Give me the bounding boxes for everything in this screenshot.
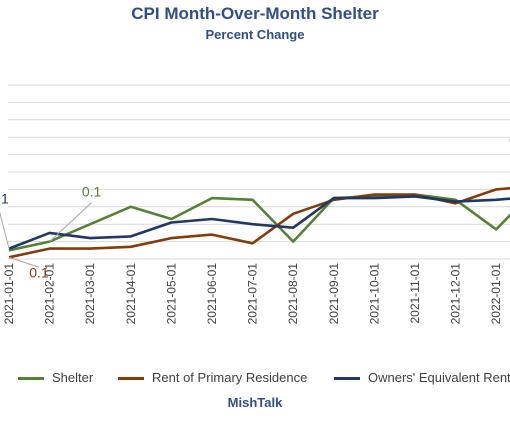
legend-swatch-shelter <box>18 377 44 381</box>
x-tick-label: 2021-11-01 <box>408 263 422 324</box>
legend-swatch-rent <box>118 377 144 381</box>
x-tick-label: 2021-12-01 <box>449 263 463 325</box>
label-leader <box>8 256 40 268</box>
legend-label-rent: Rent of Primary Residence <box>152 370 308 385</box>
legend-item-shelter: Shelter <box>18 370 93 385</box>
x-tick-label: 2021-05-01 <box>164 263 178 325</box>
data-label: 0.1 <box>82 184 102 200</box>
legend-item-oer: Owners' Equivalent Rent <box>334 370 510 385</box>
legend-label-shelter: Shelter <box>52 370 94 385</box>
x-tick-label: 2021-01-01 <box>2 263 16 325</box>
x-tick-label: 2021-08-01 <box>286 263 300 325</box>
label-leader <box>0 211 10 249</box>
x-tick-label: 2021-03-01 <box>83 263 97 325</box>
x-tick-label: 2021-09-01 <box>327 263 341 325</box>
x-tick-label: 2022-01-01 <box>489 263 503 325</box>
legend-swatch-oer <box>334 377 360 381</box>
x-tick-label: 2021-04-01 <box>124 263 138 325</box>
x-tick-label: 2021-06-01 <box>205 263 219 325</box>
series-line-1 <box>8 186 510 259</box>
source-note: MishTalk <box>227 395 283 410</box>
legend-item-rent: Rent of Primary Residence <box>118 370 307 385</box>
x-tick-label: 2021-07-01 <box>246 263 260 325</box>
x-tick-label: 2021-10-01 <box>367 263 381 325</box>
chart-subtitle: Percent Change <box>205 27 305 42</box>
x-axis-ticks: 2021-01-01 2021-02-01 2021-03-01 2021-04-01… <box>2 263 503 325</box>
chart-title: CPI Month-Over-Month Shelter <box>131 4 379 23</box>
x-tick-label: 2021-02-01 <box>43 263 57 325</box>
series-lines <box>8 186 510 259</box>
series-line-2 <box>8 195 510 250</box>
data-label: 0.1 <box>29 264 49 280</box>
gridlines <box>8 84 510 260</box>
legend: Shelter Rent of Primary Residence Owners… <box>18 370 510 388</box>
data-label: 0.1 <box>0 191 9 207</box>
label-leaders <box>0 202 92 268</box>
label-leader <box>49 202 92 242</box>
legend-label-oer: Owners' Equivalent Rent <box>368 370 510 385</box>
